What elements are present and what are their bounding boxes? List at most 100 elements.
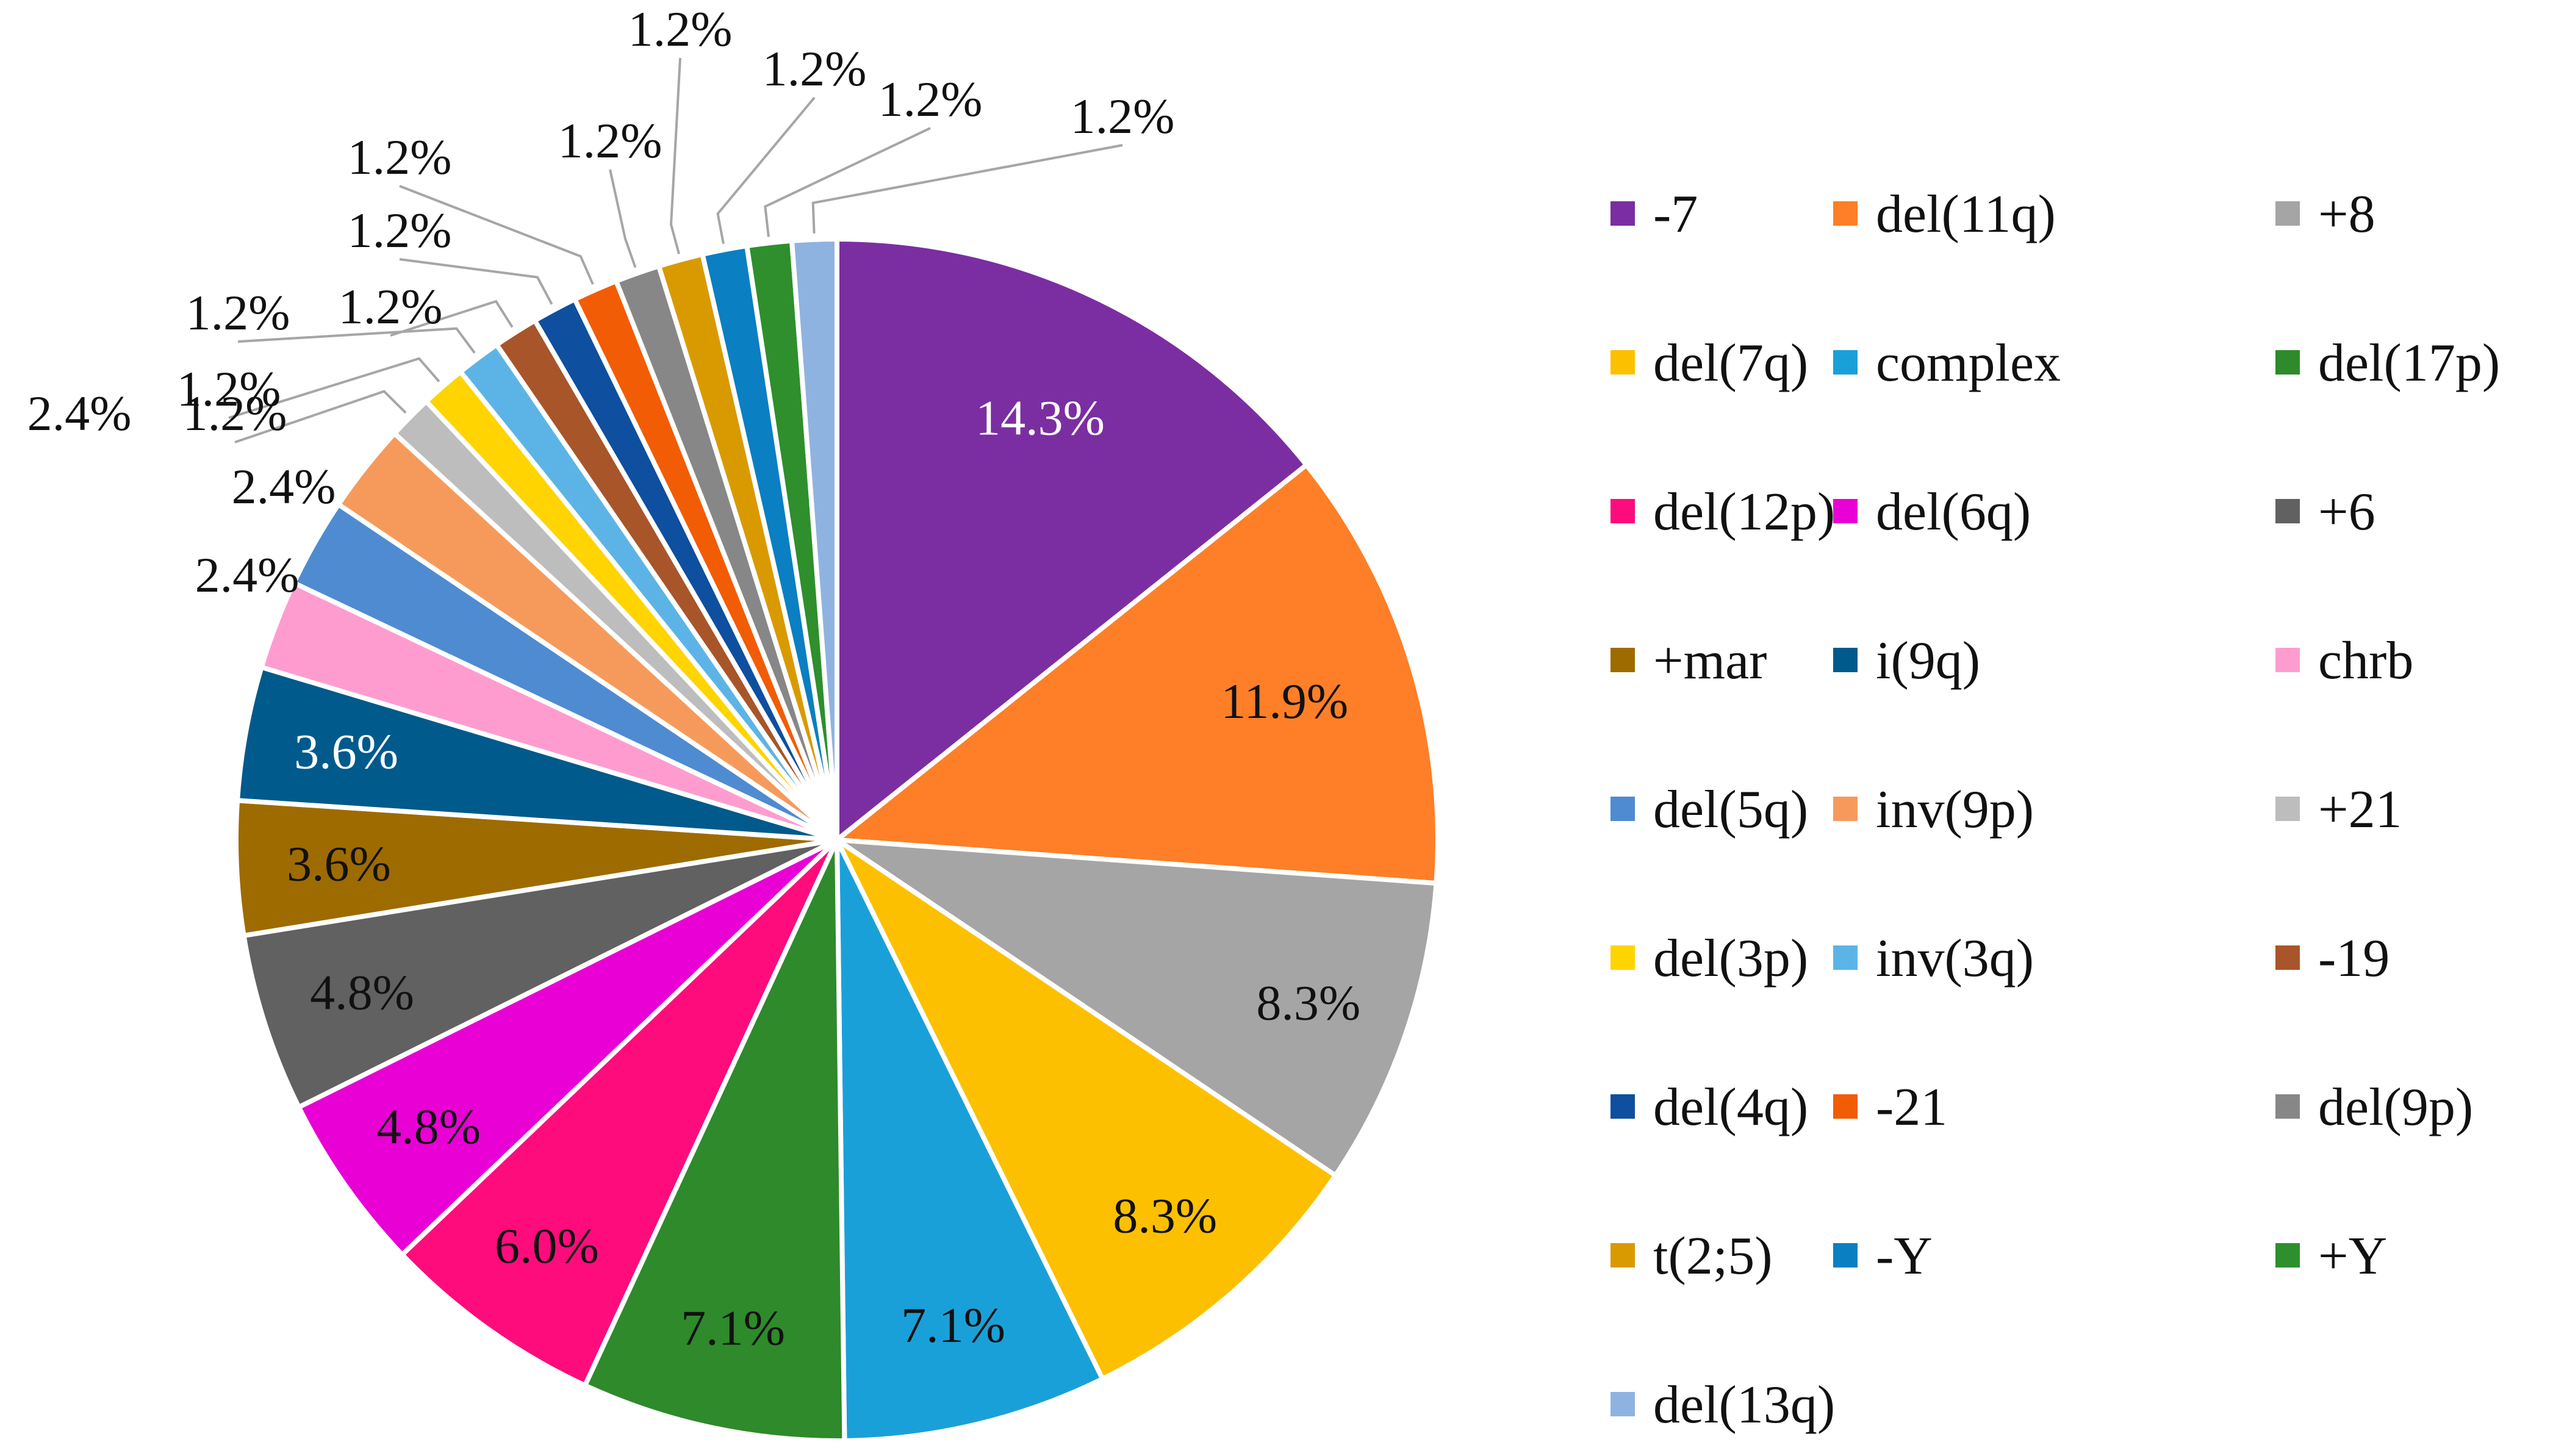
legend-item-6: +6: [2275, 482, 2375, 542]
outer-label-del-5q: 2.4%: [232, 459, 336, 514]
slice-label-del-12p: 6.0%: [495, 1218, 599, 1274]
legend-label-7: -7: [1653, 185, 1698, 244]
legend-item-8: +8: [2275, 185, 2375, 244]
legend-swatch-7: [1610, 201, 1635, 226]
legend-label-21: -21: [1876, 1078, 1947, 1137]
slice-label-del-6q: 4.8%: [376, 1099, 481, 1154]
slice-label-del-11q: 11.9%: [1221, 673, 1348, 729]
legend-item-7: -7: [1610, 185, 1698, 244]
slice-8: [835, 837, 1439, 1178]
legend-label-t-2-5: t(2;5): [1653, 1227, 1773, 1286]
slice-del-17p: [583, 837, 847, 1443]
legend-item-del-17p: del(17p): [2275, 334, 2500, 393]
legend-swatch-y: [1833, 1243, 1858, 1268]
legend-swatch-chrb: [2275, 648, 2300, 672]
legend-item-y: +Y: [2275, 1227, 2387, 1286]
legend-item-del-12p: del(12p): [1610, 482, 1835, 542]
legend-label-inv-3q: inv(3q): [1876, 929, 2034, 988]
pie-slices: [234, 237, 1440, 1443]
legend-label-i-9q: i(9q): [1876, 631, 1980, 690]
legend-label-6: +6: [2318, 482, 2375, 542]
slice-label-complex: 7.1%: [901, 1297, 1005, 1353]
legend-swatch-del-11q: [1833, 201, 1858, 226]
legend-label-del-17p: del(17p): [2318, 334, 2500, 393]
legend-swatch-del-7q: [1610, 350, 1635, 375]
legend-swatch-del-17p: [2275, 350, 2300, 375]
outer-label-del-3p: 1.2%: [177, 361, 281, 417]
outer-label-chrb: 2.4%: [195, 547, 300, 603]
legend-item-chrb: chrb: [2275, 631, 2413, 690]
slice-mar: [234, 798, 839, 938]
slice-del-13q: [789, 237, 839, 842]
leader-line-y: [716, 96, 816, 244]
leader-line-del-13q: [811, 144, 1123, 234]
legend-item-del-9p: del(9p): [2275, 1078, 2473, 1137]
leader-line-21: [234, 390, 407, 443]
slice-label-del-17p: 7.1%: [681, 1300, 785, 1356]
legend-swatch-8: [2275, 201, 2300, 226]
legend-label-complex: complex: [1876, 334, 2061, 393]
legend-item-del-4q: del(4q): [1610, 1078, 1808, 1137]
legend-swatch-del-6q: [1833, 499, 1858, 523]
legend-item-mar: +mar: [1610, 631, 1767, 690]
legend-swatch-y: [2275, 1243, 2300, 1268]
legend-label-del-3p: del(3p): [1653, 929, 1808, 988]
legend-item-del-6q: del(6q): [1833, 482, 2031, 542]
slice-del-12p: [400, 837, 839, 1388]
legend-label-del-5q: del(5q): [1653, 780, 1808, 839]
slice-label-mar: 3.6%: [287, 836, 391, 891]
legend-item-del-7q: del(7q): [1610, 334, 1808, 393]
legend-label-inv-9p: inv(9p): [1876, 780, 2034, 839]
legend-swatch-21: [1833, 1094, 1858, 1119]
slice-label-7: 14.3%: [975, 390, 1105, 446]
legend-swatch-inv-9p: [1833, 797, 1858, 821]
legend-label-del-4q: del(4q): [1653, 1078, 1808, 1137]
legend-swatch-t-2-5: [1610, 1243, 1635, 1268]
legend-label-8: +8: [2318, 185, 2375, 244]
legend-label-del-7q: del(7q): [1653, 334, 1808, 393]
outer-label-21: 1.2%: [183, 386, 287, 441]
legend-item-21: -21: [1833, 1078, 1947, 1137]
leader-line-y: [764, 127, 931, 237]
slice-del-6q: [296, 837, 839, 1257]
legend-swatch-mar: [1610, 648, 1635, 672]
legend-swatch-del-4q: [1610, 1094, 1635, 1119]
outer-label-del-13q: 1.2%: [1071, 88, 1175, 144]
legend-swatch-i-9q: [1833, 648, 1858, 672]
legend-label-y: +Y: [2318, 1227, 2387, 1286]
slice-complex: [835, 837, 1105, 1443]
leader-line-del-4q: [399, 258, 553, 305]
slice-label-6: 4.8%: [310, 965, 414, 1020]
legend-label-19: -19: [2318, 929, 2390, 988]
outer-label-del-4q: 1.2%: [348, 203, 452, 258]
slice-del-11q: [835, 462, 1440, 886]
outer-label-inv-9p: 2.4%: [27, 386, 132, 441]
legend-swatch-del-5q: [1610, 797, 1635, 821]
leader-line-t-2-5: [669, 57, 681, 254]
legend-swatch-del-12p: [1610, 499, 1635, 523]
legend: -7 del(11q) +8 del(7q) complex del(17p) del(12…: [1610, 185, 2500, 1435]
legend-swatch-del-3p: [1610, 945, 1635, 970]
leader-lines: [228, 57, 1123, 443]
legend-item-t-2-5: t(2;5): [1610, 1227, 1773, 1286]
outer-label-t-2-5: 1.2%: [628, 1, 733, 57]
legend-item-del-3p: del(3p): [1610, 929, 1808, 988]
legend-swatch-del-9p: [2275, 1094, 2300, 1119]
legend-label-del-11q: del(11q): [1876, 185, 2056, 244]
leader-line-del-9p: [609, 169, 637, 268]
slice-label-del-7q: 8.3%: [1113, 1188, 1217, 1244]
slice-label-8: 8.3%: [1256, 975, 1360, 1031]
slice-label-i-9q: 3.6%: [294, 724, 398, 780]
legend-item-i-9q: i(9q): [1833, 631, 1980, 690]
outer-label-inv-3q: 1.2%: [186, 285, 290, 340]
legend-label-del-6q: del(6q): [1876, 482, 2031, 542]
legend-item-del-5q: del(5q): [1610, 780, 1808, 839]
legend-label-chrb: chrb: [2318, 631, 2413, 690]
legend-swatch-del-13q: [1610, 1392, 1635, 1416]
legend-label-mar: +mar: [1653, 631, 1767, 690]
legend-swatch-21: [2275, 797, 2300, 821]
slice-6: [241, 837, 839, 1110]
legend-swatch-6: [2275, 499, 2300, 523]
leader-line-inv-3q: [237, 327, 476, 354]
